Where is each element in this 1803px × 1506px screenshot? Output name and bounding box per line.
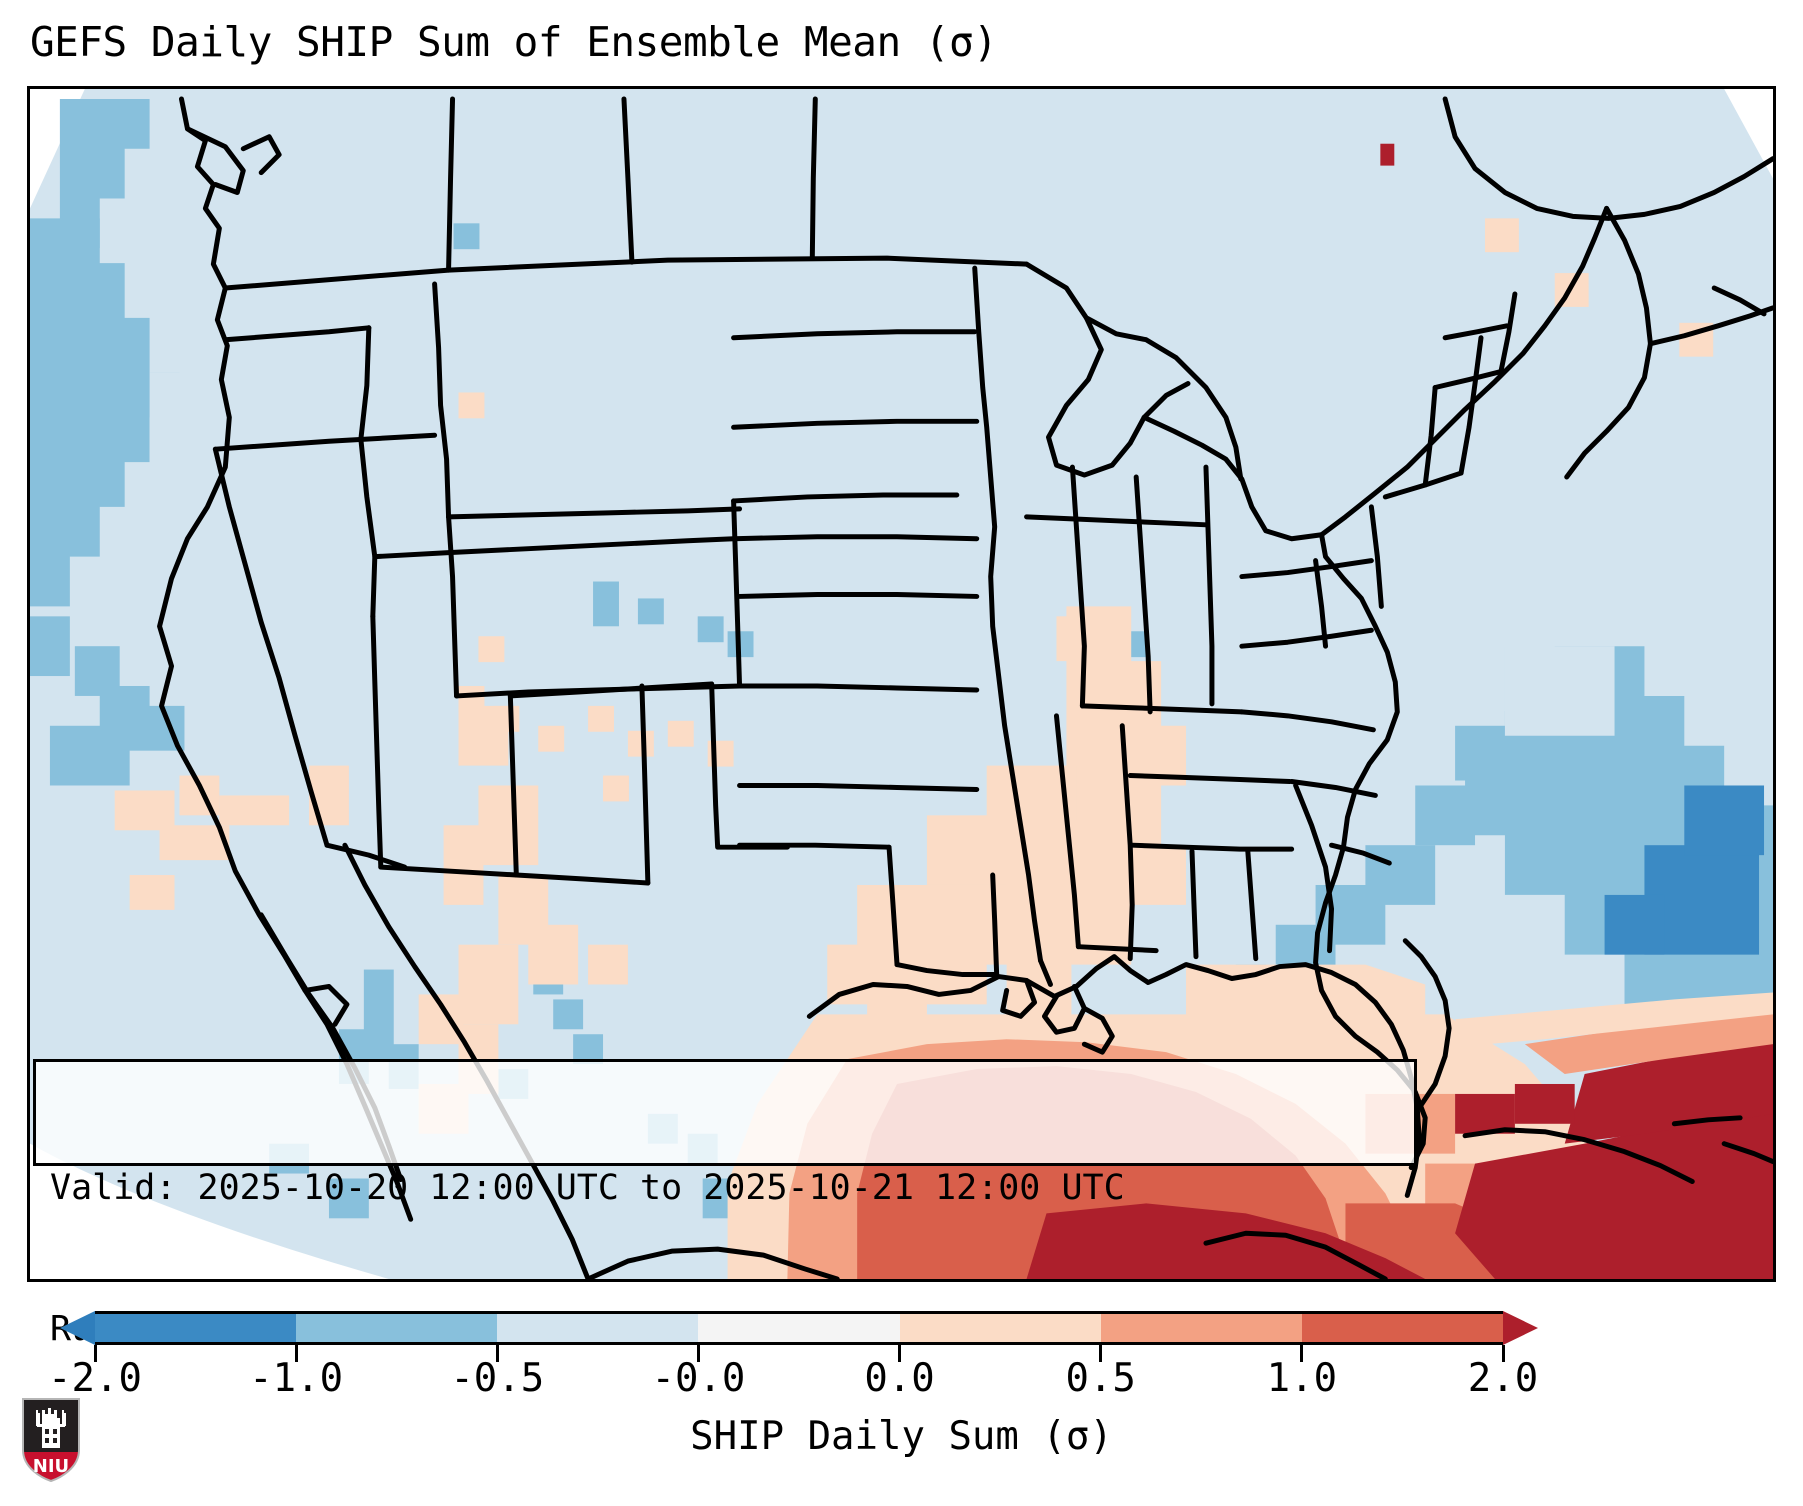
- colorbar-segment-1: [296, 1314, 498, 1342]
- valid-time-line: Valid: 2025-10-20 12:00 UTC to 2025-10-2…: [50, 1168, 1125, 1208]
- colorbar-tick-7: [1501, 1345, 1505, 1362]
- colorbar-over-arrow: [1503, 1311, 1538, 1345]
- colorbar-tick-label-3: -0.0: [651, 1356, 746, 1401]
- page-title: GEFS Daily SHIP Sum of Ensemble Mean (σ): [30, 18, 998, 66]
- colorbar-segment-0: [95, 1314, 297, 1342]
- valid-run-info-box: Valid: 2025-10-20 12:00 UTC to 2025-10-2…: [33, 1059, 1417, 1349]
- niu-shield-logo: NIU: [22, 1398, 80, 1483]
- colorbar[interactable]: [55, 1308, 1543, 1362]
- niu-logo-text: NIU: [33, 1456, 69, 1477]
- colorbar-tick-label-6: 1.0: [1266, 1356, 1338, 1401]
- colorbar-under-arrow: [60, 1311, 95, 1345]
- colorbar-segment-6: [1301, 1314, 1503, 1342]
- colorbar-tick-4: [898, 1345, 902, 1362]
- colorbar-axis-label: SHIP Daily Sum (σ): [690, 1414, 1113, 1459]
- colorbar-segment-2: [497, 1314, 699, 1342]
- colorbar-gradient: [95, 1311, 1503, 1345]
- colorbar-tick-label-5: 0.5: [1065, 1356, 1136, 1401]
- colorbar-tick-label-4: 0.0: [864, 1356, 935, 1401]
- castle-windows: [45, 1429, 57, 1443]
- colorbar-tick-6: [1300, 1345, 1304, 1362]
- colorbar-tick-3: [696, 1345, 700, 1362]
- shield-outline: [22, 1398, 80, 1483]
- colorbar-tick-1: [294, 1345, 298, 1362]
- colorbar-tick-label-0: -2.0: [48, 1356, 142, 1401]
- colorbar-tick-2: [495, 1345, 499, 1362]
- colorbar-segment-3: [698, 1314, 900, 1342]
- colorbar-segment-4: [899, 1314, 1101, 1342]
- colorbar-tick-5: [1099, 1345, 1103, 1362]
- colorbar-tick-0: [93, 1345, 97, 1362]
- colorbar-tick-label-1: -1.0: [249, 1356, 344, 1401]
- colorbar-tick-label-7: 2.0: [1467, 1356, 1539, 1401]
- colorbar-segment-5: [1100, 1314, 1302, 1342]
- colorbar-tick-label-2: -0.5: [450, 1356, 545, 1401]
